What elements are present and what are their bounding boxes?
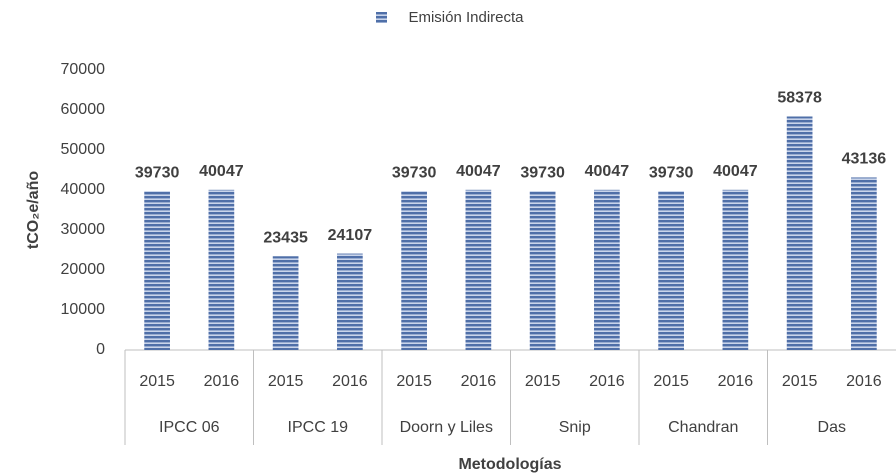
x-tick-label: 2015 <box>653 373 689 390</box>
y-tick-label: 70000 <box>61 61 106 78</box>
x-tick-label: 2016 <box>461 373 497 390</box>
bar <box>208 189 235 350</box>
group-label: IPCC 19 <box>288 419 349 436</box>
y-tick-label: 50000 <box>61 141 106 158</box>
legend-swatch <box>376 12 387 23</box>
y-tick-label: 30000 <box>61 221 106 238</box>
data-label: 39730 <box>135 164 180 181</box>
y-axis-title: tCO₂e/año <box>25 171 42 249</box>
data-label: 43136 <box>842 151 887 168</box>
bar <box>272 256 299 350</box>
data-label: 23435 <box>263 229 308 246</box>
bar <box>851 177 877 350</box>
x-axis-title: Metodologías <box>458 456 561 473</box>
x-tick-label: 2016 <box>204 373 240 390</box>
y-tick-label: 60000 <box>61 101 106 118</box>
data-label: 24107 <box>328 227 373 244</box>
data-label: 40047 <box>199 163 244 180</box>
x-tick-label: 2015 <box>396 373 432 390</box>
x-tick-label: 2015 <box>782 373 818 390</box>
bar <box>529 191 556 350</box>
data-label: 40047 <box>585 163 630 180</box>
x-tick-label: 2016 <box>718 373 754 390</box>
data-label: 40047 <box>456 163 501 180</box>
group-label: Doorn y Liles <box>400 419 493 436</box>
data-label: 58378 <box>777 90 822 107</box>
group-label: Chandran <box>668 419 738 436</box>
bar <box>594 189 620 350</box>
bar <box>337 253 363 350</box>
group-label: Das <box>818 419 846 436</box>
x-tick-label: 2015 <box>268 373 304 390</box>
x-tick-label: 2015 <box>139 373 175 390</box>
y-tick-label: 0 <box>96 341 105 358</box>
group-label: IPCC 06 <box>159 419 220 436</box>
bar <box>786 116 813 350</box>
bar <box>465 189 492 350</box>
x-tick-label: 2015 <box>525 373 561 390</box>
data-label: 39730 <box>649 164 694 181</box>
bar <box>722 189 749 350</box>
group-label: Snip <box>559 419 591 436</box>
legend-label: Emisión Indirecta <box>408 9 524 26</box>
data-label: 40047 <box>713 163 758 180</box>
data-label: 39730 <box>392 164 437 181</box>
x-tick-label: 2016 <box>332 373 368 390</box>
bar <box>401 191 427 350</box>
y-tick-label: 40000 <box>61 181 106 198</box>
bar <box>658 191 684 350</box>
y-tick-label: 10000 <box>61 301 106 318</box>
x-tick-label: 2016 <box>589 373 625 390</box>
data-label: 39730 <box>520 164 565 181</box>
x-tick-label: 2016 <box>846 373 882 390</box>
bar <box>144 191 170 350</box>
y-tick-label: 20000 <box>61 261 106 278</box>
